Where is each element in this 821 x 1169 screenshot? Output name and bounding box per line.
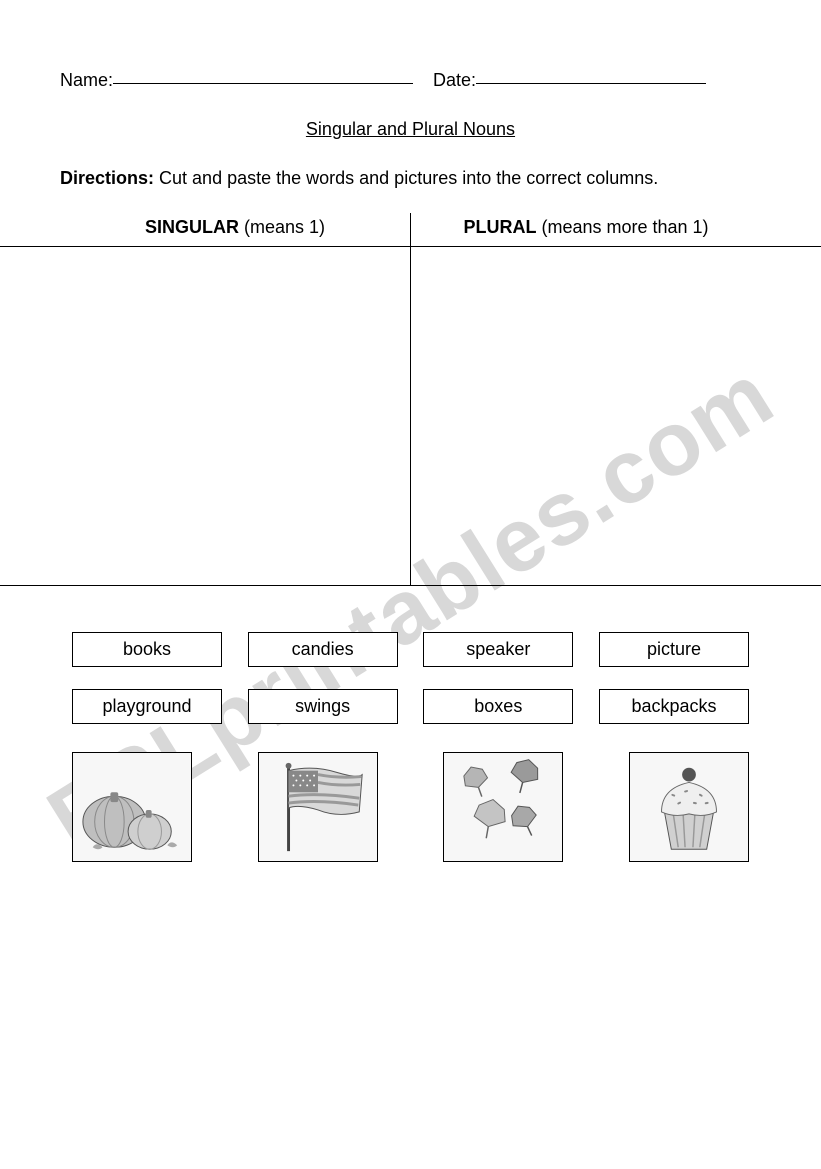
cut-out-section: books candies speaker picture playground… [60,632,761,862]
directions-line: Directions: Cut and paste the words and … [60,168,761,189]
picture-box-pumpkins[interactable] [72,752,192,862]
date-blank[interactable] [476,83,706,84]
name-label: Name: [60,70,113,90]
directions-text: Cut and paste the words and pictures int… [154,168,658,188]
singular-drop-area[interactable] [0,247,411,585]
word-box-speaker[interactable]: speaker [423,632,573,667]
plural-paren: (means more than 1) [536,217,708,237]
singular-paren: (means 1) [239,217,325,237]
word-box-swings[interactable]: swings [248,689,398,724]
worksheet-title: Singular and Plural Nouns [306,119,515,140]
word-row-1: books candies speaker picture [60,632,761,667]
word-box-picture[interactable]: picture [599,632,749,667]
date-label: Date: [433,70,476,90]
word-box-backpacks[interactable]: backpacks [599,689,749,724]
flag-icon [259,753,377,861]
cupcake-icon [630,753,748,861]
sort-table [0,246,821,586]
plural-bold: PLURAL [463,217,536,237]
leaves-icon [444,753,562,861]
name-date-line: Name: Date: [60,70,761,91]
word-box-candies[interactable]: candies [248,632,398,667]
plural-header: PLURAL (means more than 1) [411,213,761,246]
singular-bold: SINGULAR [145,217,239,237]
picture-row [60,752,761,862]
columns-header: SINGULAR (means 1) PLURAL (means more th… [60,213,761,246]
picture-box-cupcake[interactable] [629,752,749,862]
word-row-2: playground swings boxes backpacks [60,689,761,724]
word-box-playground[interactable]: playground [72,689,222,724]
word-box-books[interactable]: books [72,632,222,667]
directions-label: Directions: [60,168,154,188]
title-wrap: Singular and Plural Nouns [60,119,761,140]
picture-box-flag[interactable] [258,752,378,862]
singular-header: SINGULAR (means 1) [60,213,411,246]
name-blank[interactable] [113,83,413,84]
picture-box-leaves[interactable] [443,752,563,862]
word-box-boxes[interactable]: boxes [423,689,573,724]
worksheet-page: Name: Date: Singular and Plural Nouns Di… [0,0,821,902]
pumpkins-icon [73,753,191,861]
plural-drop-area[interactable] [411,247,821,585]
